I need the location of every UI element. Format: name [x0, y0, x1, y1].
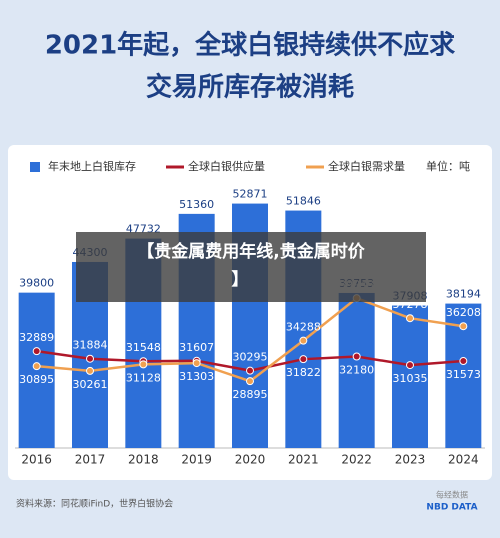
data-label: 39800 — [19, 277, 54, 290]
data-label: 30895 — [19, 373, 54, 386]
point — [192, 359, 201, 368]
point — [246, 366, 254, 375]
bar — [392, 305, 428, 448]
legend-swatch — [30, 162, 40, 172]
logo: 每经数据 — [436, 490, 468, 500]
source: 资料来源：同花顺iFinD，世界白银协会 — [16, 498, 173, 510]
x-tick-label: 2024 — [448, 453, 479, 467]
legend-label: 全球白银供应量 — [188, 159, 265, 173]
data-label: 31573 — [446, 368, 481, 381]
data-label: 31548 — [126, 341, 161, 354]
x-tick-label: 2019 — [181, 453, 212, 467]
point — [246, 377, 254, 386]
data-label: 34288 — [286, 321, 321, 334]
data-label: 38194 — [446, 288, 481, 301]
overlay-banner — [76, 232, 426, 302]
bar — [18, 292, 55, 448]
point — [299, 336, 308, 345]
data-label: 31884 — [73, 339, 108, 352]
data-label: 31303 — [179, 370, 214, 383]
x-tick-label: 2021 — [288, 453, 319, 467]
point — [139, 360, 148, 369]
point — [352, 352, 361, 361]
overlay-text: 【贵金属费用年线,贵金属时价 — [137, 241, 365, 262]
x-tick-label: 2017 — [75, 453, 106, 467]
x-tick-label: 2022 — [341, 453, 372, 467]
chart-title: 交易所库存被消耗 — [146, 72, 354, 103]
data-label: 32889 — [19, 331, 54, 344]
x-tick-label: 2020 — [235, 453, 266, 467]
data-label: 31035 — [393, 372, 428, 385]
legend-label: 全球白银需求量 — [328, 159, 405, 173]
point — [299, 355, 308, 364]
data-label: 51846 — [286, 195, 321, 208]
data-label: 31128 — [126, 371, 161, 384]
x-tick-label: 2018 — [128, 453, 159, 467]
point — [459, 357, 468, 366]
data-label: 31607 — [179, 341, 214, 354]
data-label: 51360 — [179, 198, 214, 211]
data-label: 52871 — [233, 188, 268, 201]
data-label: 28895 — [233, 388, 268, 401]
point — [32, 347, 41, 356]
logo: NBD DATA — [426, 503, 477, 513]
overlay-text: 】 — [232, 269, 249, 290]
data-label: 32180 — [339, 363, 374, 376]
data-label: 36208 — [446, 306, 481, 319]
bar — [338, 292, 375, 448]
point — [406, 314, 414, 323]
legend-label: 年末地上白银库存 — [48, 159, 136, 173]
x-tick-label: 2023 — [395, 453, 426, 467]
data-label: 30295 — [233, 351, 268, 364]
x-tick-label: 2016 — [21, 453, 52, 467]
point — [406, 361, 414, 370]
point — [86, 366, 94, 375]
unit-label: 单位：吨 — [426, 159, 470, 173]
point — [32, 362, 41, 371]
point — [459, 322, 468, 331]
chart-title: 2021年起，全球白银持续供不应求 — [45, 30, 455, 61]
data-label: 31822 — [286, 366, 321, 379]
point — [86, 354, 94, 363]
data-label: 30261 — [73, 378, 108, 391]
